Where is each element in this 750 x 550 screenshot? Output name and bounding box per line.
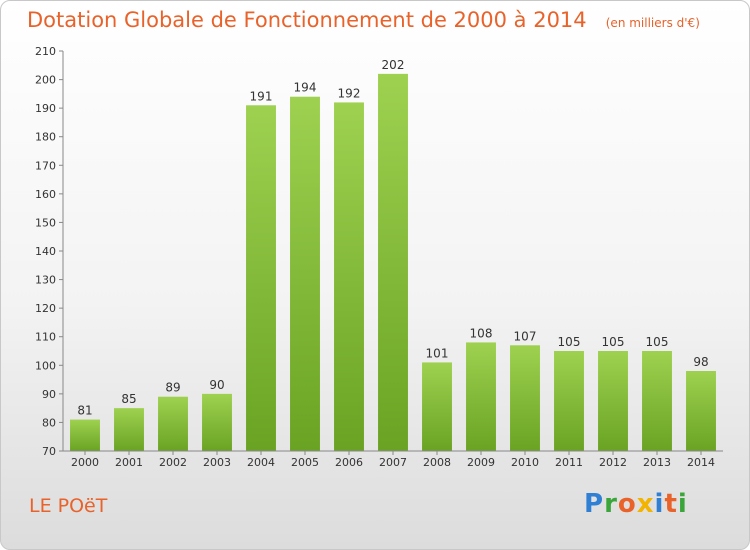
y-tick-label: 140 [35, 245, 56, 258]
x-axis: 2000 2001 2002 2003 2004 2005 2006 2007 2008 2009… [63, 450, 723, 469]
bar-2005 [290, 96, 320, 451]
value-label: 81 [77, 404, 92, 418]
chart-subtitle: (en milliers d'€) [605, 16, 700, 30]
x-tick-label: 2012 [599, 456, 627, 469]
logo-letter: i [677, 489, 688, 519]
logo-letter: o [617, 489, 637, 519]
logo-letter: t [664, 489, 678, 519]
logo-letter: P [584, 489, 605, 519]
proxiti-logo: Proxiti [584, 489, 688, 519]
y-tick-label: 90 [42, 388, 56, 401]
x-tick-label: 2007 [379, 456, 407, 469]
y-tick-label: 160 [35, 188, 56, 201]
bar-2001 [114, 408, 144, 451]
logo-letter: i [654, 489, 665, 519]
value-labels: 81 85 89 90 191 194 192 202 101 108 107 105 105 105 98 [77, 58, 708, 418]
value-label: 108 [470, 326, 493, 340]
x-tick-label: 2000 [71, 456, 99, 469]
value-label: 85 [121, 392, 136, 406]
value-label: 192 [338, 86, 361, 100]
x-tick-label: 2006 [335, 456, 363, 469]
value-label: 105 [602, 335, 625, 349]
value-label: 107 [514, 329, 537, 343]
bar-2013 [642, 351, 672, 451]
value-label: 202 [382, 58, 405, 72]
chart-title: Dotation Globale de Fonctionnement de 20… [27, 8, 587, 32]
y-tick-label: 210 [35, 45, 56, 58]
x-tick-label: 2011 [555, 456, 583, 469]
bar-2012 [598, 351, 628, 451]
bars [70, 73, 716, 452]
y-tick-label: 80 [42, 416, 56, 429]
value-label: 101 [426, 346, 449, 360]
x-tick-label: 2010 [511, 456, 539, 469]
x-tick-label: 2002 [159, 456, 187, 469]
bar-2008 [422, 362, 452, 451]
bar-2000 [70, 419, 100, 451]
bar-2003 [202, 393, 232, 451]
logo-letter: r [604, 489, 618, 519]
value-label: 89 [165, 381, 180, 395]
x-tick-label: 2003 [203, 456, 231, 469]
y-tick-label: 70 [42, 445, 56, 458]
value-label: 98 [693, 355, 708, 369]
x-tick-label: 2004 [247, 456, 275, 469]
bar-2014 [686, 371, 716, 451]
bar-2011 [554, 351, 584, 451]
y-tick-label: 190 [35, 102, 56, 115]
y-axis: 70 80 90 100 110 120 130 140 150 160 170 180 190 200 2… [35, 45, 64, 458]
value-label: 90 [209, 378, 224, 392]
x-tick-label: 2009 [467, 456, 495, 469]
bar-2004 [246, 105, 276, 452]
y-tick-label: 180 [35, 131, 56, 144]
bar-2010 [510, 345, 540, 451]
y-tick-label: 200 [35, 74, 56, 87]
x-tick-label: 2001 [115, 456, 143, 469]
x-tick-label: 2008 [423, 456, 451, 469]
value-label: 105 [646, 335, 669, 349]
title-block: Dotation Globale de Fonctionnement de 20… [27, 8, 700, 32]
y-tick-label: 150 [35, 216, 56, 229]
y-tick-label: 110 [35, 331, 56, 344]
bar-2009 [466, 342, 496, 451]
value-label: 194 [294, 81, 317, 95]
x-tick-label: 2013 [643, 456, 671, 469]
bar-2002 [158, 396, 188, 451]
bar-2006 [334, 102, 364, 451]
bar-2007 [378, 73, 408, 451]
y-tick-label: 130 [35, 274, 56, 287]
x-tick-label: 2005 [291, 456, 319, 469]
value-label: 191 [250, 89, 273, 103]
value-label: 105 [558, 335, 581, 349]
y-tick-label: 100 [35, 359, 56, 372]
x-tick-label: 2014 [687, 456, 715, 469]
y-tick-label: 170 [35, 159, 56, 172]
commune-name: LE POëT [29, 495, 108, 517]
y-tick-label: 120 [35, 302, 56, 315]
logo-letter: x [636, 489, 655, 519]
